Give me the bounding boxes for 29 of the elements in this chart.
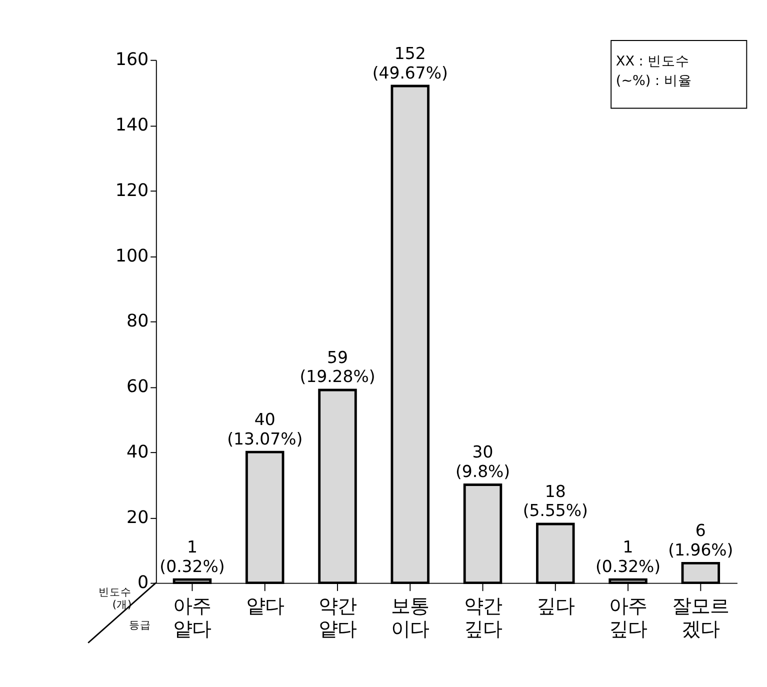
annotation: (~%) : 비율 bbox=[616, 73, 692, 90]
data-label: 18 (5.55%) bbox=[522, 482, 588, 520]
y-tick-label: 60 bbox=[126, 377, 149, 398]
x-tick-label: 보통 이다 bbox=[391, 594, 430, 641]
x-tick-label: 깊다 bbox=[536, 594, 574, 618]
y-tick-label: 120 bbox=[115, 180, 149, 201]
x-tick-label: 약간 깊다 bbox=[464, 594, 502, 641]
y-axis-title: 빈도수 (개) bbox=[98, 585, 132, 612]
x-tick-label: 아주 얕다 bbox=[173, 594, 212, 641]
data-label: 30 (9.8%) bbox=[455, 442, 510, 482]
y-tick-label: 0 bbox=[138, 573, 149, 594]
y-tick-label: 160 bbox=[115, 50, 149, 70]
x-tick-label: 잘모르 겠다 bbox=[672, 594, 730, 641]
annotation: XX : 빈도수 bbox=[616, 54, 690, 70]
data-label: 1 (0.32%) bbox=[160, 537, 225, 576]
data-label: 40 (13.07%) bbox=[227, 410, 303, 448]
y-tick-label: 140 bbox=[115, 116, 149, 136]
data-label: 152 (49.67%) bbox=[372, 44, 448, 82]
y-tick-label: 40 bbox=[126, 442, 149, 462]
x-axis-title: 등급 bbox=[129, 618, 152, 632]
x-tick-label: 약간 얕다 bbox=[318, 594, 356, 641]
data-label: 1 (0.32%) bbox=[595, 537, 661, 576]
y-tick-label: 100 bbox=[115, 246, 149, 266]
data-label: 6 (1.96%) bbox=[668, 521, 734, 560]
y-tick-label: 20 bbox=[126, 508, 149, 528]
y-tick-label: 80 bbox=[126, 312, 149, 332]
data-label: 59 (19.28%) bbox=[300, 348, 376, 386]
x-tick-label: 아주 깊다 bbox=[609, 594, 648, 641]
x-tick-label: 얕다 bbox=[246, 594, 284, 618]
